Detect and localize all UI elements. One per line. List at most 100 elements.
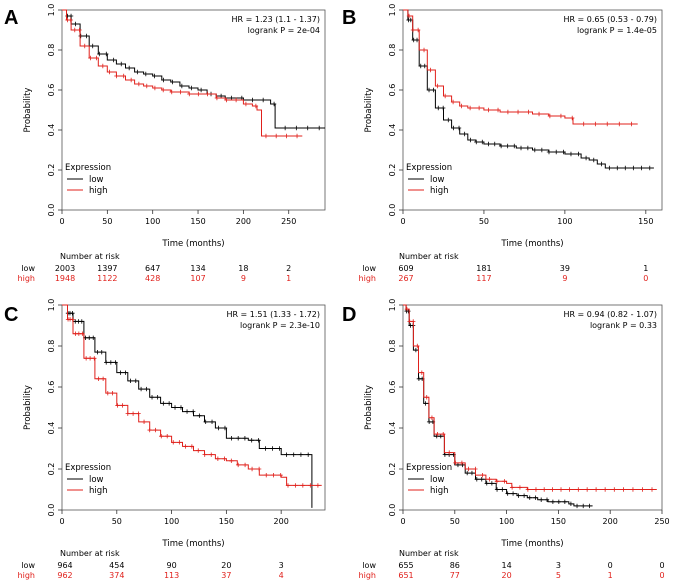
censor-mark [155,395,160,400]
series-line-high [62,304,322,486]
censor-mark [434,434,439,439]
risk-value-low: 181 [476,264,491,273]
censor-mark [414,37,420,43]
censor-mark [256,438,261,443]
risk-value-high: 9 [562,274,567,283]
censor-mark [453,460,458,466]
censor-mark [118,370,123,375]
censor-mark [459,460,465,466]
stat-line: logrank P = 2.3e-10 [240,321,320,330]
censor-mark [460,462,465,468]
plot-frame [402,9,663,211]
censor-mark [203,419,208,425]
censor-mark [521,493,527,498]
y-tick-label: 0.4 [47,422,56,435]
censor-mark [581,503,586,509]
censor-mark [87,335,92,340]
risk-value-high: 1948 [55,274,75,283]
censor-mark [125,411,130,416]
risk-value-low: 609 [398,264,413,273]
censor-mark [558,487,564,492]
censor-mark [498,143,504,149]
censor-mark [421,47,427,53]
censor-mark [479,477,484,482]
censor-mark [90,43,95,49]
censor-mark [516,493,521,498]
censor-mark [639,165,644,171]
censor-mark [149,395,155,400]
censor-mark [429,415,435,420]
censor-mark [216,425,221,431]
censor-mark [271,101,277,107]
risk-value-high: 5 [556,571,561,580]
risk-value-high: 9 [241,274,246,283]
censor-mark [300,483,306,488]
risk-row-label-high: high [359,274,376,283]
y-tick-label: 0.6 [47,84,56,97]
censor-mark [70,311,75,316]
censor-mark [253,103,259,109]
censor-mark [88,55,93,61]
censor-mark [623,165,628,171]
censor-mark [104,51,109,57]
censor-mark [205,91,210,97]
censor-mark [165,434,170,439]
x-tick-label: 0 [59,217,64,226]
censor-mark [581,121,586,127]
censor-mark [561,149,566,155]
risk-value-low: 39 [560,264,570,273]
censor-mark [79,319,84,324]
risk-value-high: 267 [398,274,413,283]
x-axis-title: Time (months) [161,239,224,249]
series-line-high [403,304,657,490]
censor-mark [440,105,446,111]
censor-mark [128,77,134,83]
censor-mark [161,87,166,93]
censor-marks-low [65,13,322,131]
censor-mark [587,503,592,509]
censor-mark [72,27,77,33]
y-tick-label: 0.4 [47,124,56,137]
censor-mark [284,133,289,139]
censor-mark [424,395,429,400]
legend-title: Expression [65,163,111,173]
censor-mark [159,434,164,439]
panel-a: A 0.0 0.2 0.4 0.6 0.8 1.0 0 50 100 150 200 250 Time (… [4,4,326,283]
censor-mark [239,95,245,101]
x-tick-label: 100 [164,517,179,526]
censor-mark [121,73,126,79]
censor-mark [196,448,201,453]
censor-mark [80,331,85,336]
censor-mark [96,376,101,381]
censor-mark [526,109,531,115]
censor-mark [567,487,572,492]
censor-mark [436,105,441,111]
censor-mark [77,27,82,33]
censor-mark [486,107,491,113]
censor-mark [171,440,176,445]
risk-value-low: 86 [450,561,460,570]
censor-mark [183,444,188,449]
censor-mark [615,165,620,171]
censor-mark [419,370,425,375]
censor-mark [512,143,517,149]
legend-label-low: low [89,175,104,185]
risk-value-low: 2 [286,264,291,273]
censor-mark [78,33,83,39]
risk-value-high: 1 [608,571,613,580]
panel-b: B 0.0 0.2 0.4 0.6 0.8 1.0 0 50 100 150 Time (months… [342,4,663,283]
censor-mark [617,121,622,127]
censor-mark [190,409,196,414]
stat-line: HR = 1.51 (1.33 - 1.72) [226,310,320,319]
censor-mark [568,501,574,507]
censor-mark [505,143,510,149]
risk-value-high: 77 [450,571,460,580]
censor-mark [562,499,568,504]
censor-mark [197,413,202,418]
censor-mark [423,401,428,406]
risk-value-low: 14 [502,561,512,570]
y-tick-label: 0.2 [47,463,56,476]
risk-value-low: 1 [643,264,648,273]
stat-line: logrank P = 1.4e-05 [577,26,657,35]
